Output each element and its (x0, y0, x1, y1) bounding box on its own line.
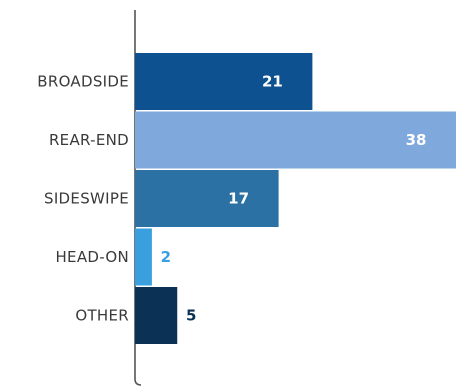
value-label: 38 (406, 131, 427, 149)
category-label: HEAD-ON (55, 248, 129, 266)
category-label: SIDESWIPE (44, 190, 129, 208)
category-axis (134, 10, 142, 386)
bar-broadside (135, 53, 313, 110)
category-label: OTHER (75, 307, 129, 325)
bar-sideswipe (135, 170, 279, 227)
category-label: BROADSIDE (37, 73, 129, 91)
value-label: 2 (161, 248, 171, 266)
bar-other (135, 287, 178, 344)
category-label: REAR-END (49, 131, 129, 149)
value-label: 21 (262, 73, 283, 91)
bar-rear-end (135, 111, 456, 169)
value-label: 5 (186, 307, 196, 325)
value-label: 17 (228, 190, 249, 208)
bar-head-on (135, 228, 152, 286)
bars-group: BROADSIDE 21 REAR-END 38 SIDESWIPE 17 HEAD-ON 2… (37, 53, 456, 344)
